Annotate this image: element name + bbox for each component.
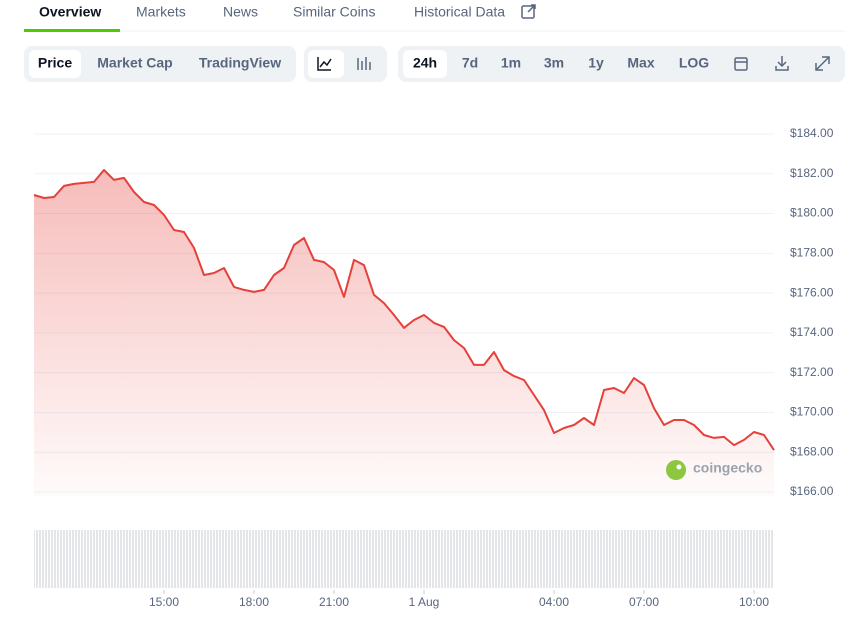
volume-bars	[34, 530, 774, 588]
line-icon[interactable]	[317, 57, 332, 71]
range-button[interactable]: 3m	[544, 55, 564, 71]
y-tick-label: $168.00	[790, 444, 834, 458]
range-button[interactable]: Max	[627, 55, 654, 71]
calendar-icon[interactable]	[734, 57, 748, 71]
range-button[interactable]: 1y	[588, 55, 604, 71]
x-tick-label: 07:00	[629, 595, 659, 609]
y-tick-label: $172.00	[790, 365, 834, 379]
tab[interactable]: Overview	[39, 4, 101, 20]
active-range	[403, 50, 447, 78]
x-tick-label: 21:00	[319, 595, 349, 609]
x-tick-label: 15:00	[149, 595, 179, 609]
tab[interactable]: Similar Coins	[293, 4, 375, 20]
price-line	[33, 169, 775, 451]
y-tick-label: $182.00	[790, 166, 834, 180]
download-icon[interactable]	[775, 56, 789, 71]
expand-icon[interactable]	[815, 56, 830, 71]
y-tick-label: $174.00	[790, 325, 834, 339]
x-tick-label: 1 Aug	[409, 595, 440, 609]
range-button[interactable]: 24h	[413, 55, 437, 71]
x-tick-label: 10:00	[739, 595, 769, 609]
x-tick-label: 04:00	[539, 595, 569, 609]
tab-underline	[24, 29, 120, 32]
active-view	[29, 50, 81, 78]
x-tick-label: 18:00	[239, 595, 269, 609]
view-button[interactable]: TradingView	[199, 55, 281, 71]
y-tick-label: $170.00	[790, 405, 834, 419]
y-tick-label: $180.00	[790, 206, 834, 220]
coingecko-eye	[676, 464, 682, 470]
tab[interactable]: Markets	[136, 4, 186, 20]
view-group	[24, 46, 296, 82]
y-tick-label: $184.00	[790, 126, 834, 140]
range-button[interactable]: 1m	[501, 55, 521, 71]
candle-icon[interactable]	[357, 57, 371, 70]
range-button[interactable]: 7d	[462, 55, 478, 71]
view-button[interactable]: Market Cap	[97, 55, 172, 71]
coingecko-logo	[666, 460, 686, 480]
tab[interactable]: News	[223, 4, 258, 20]
view-button[interactable]: Price	[38, 55, 72, 71]
watermark: coingecko	[693, 460, 762, 476]
y-tick-label: $166.00	[790, 484, 834, 498]
range-button[interactable]: LOG	[679, 55, 709, 71]
area	[34, 170, 774, 496]
y-tick-label: $176.00	[790, 285, 834, 299]
external-link-icon	[521, 4, 536, 19]
y-tick-label: $178.00	[790, 245, 834, 259]
tab[interactable]: Historical Data	[414, 4, 505, 20]
range-group	[398, 46, 845, 82]
